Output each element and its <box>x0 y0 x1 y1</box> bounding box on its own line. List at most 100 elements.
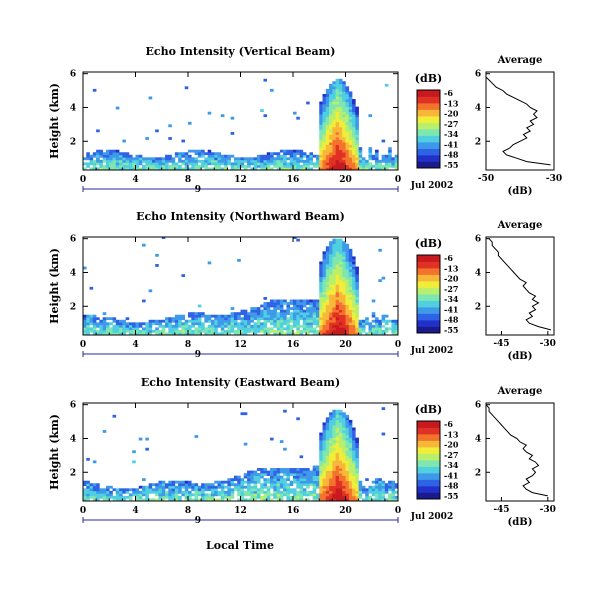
heatmap-cell <box>342 307 346 310</box>
heatmap-cell <box>332 498 336 502</box>
heatmap-cell <box>220 329 225 333</box>
heatmap-cell <box>178 495 182 499</box>
heatmap-cell <box>253 480 258 484</box>
heatmap-cell <box>276 329 281 333</box>
heatmap-cell <box>355 473 359 476</box>
heatmap-cell <box>227 322 231 326</box>
heatmap-cell <box>329 129 333 133</box>
heatmap-cell <box>342 121 346 125</box>
heatmap-cell <box>263 498 268 502</box>
heatmap-cell <box>338 93 343 97</box>
heatmap-cell <box>335 442 340 446</box>
heatmap-cell <box>325 269 330 272</box>
heatmap-cell <box>250 167 254 171</box>
heatmap-cell <box>342 322 346 326</box>
heatmap-cell <box>115 167 120 171</box>
heatmap-cell <box>184 493 189 497</box>
heatmap-cell <box>204 164 208 168</box>
heatmap-cell <box>325 157 330 161</box>
heatmap-cell <box>112 324 117 328</box>
heatmap-cell <box>83 483 87 487</box>
heatmap-cell <box>335 480 340 484</box>
heatmap-cell <box>112 157 117 161</box>
heatmap-cell <box>368 147 373 151</box>
heatmap-cell <box>338 261 343 265</box>
heatmap-cell <box>263 470 268 474</box>
heatmap-cell <box>352 445 356 449</box>
heatmap-cell <box>306 101 310 105</box>
colorbar-swatch <box>417 294 440 301</box>
heatmap-cell <box>191 488 195 492</box>
heatmap-cell <box>283 319 287 323</box>
heatmap-cell <box>342 470 346 474</box>
heatmap-cell <box>96 329 100 333</box>
heatmap-cell <box>329 468 333 471</box>
heatmap-cell <box>335 465 340 469</box>
heatmap-cell <box>276 332 281 336</box>
heatmap-cell <box>345 457 350 461</box>
heatmap-cell <box>283 490 287 494</box>
heatmap-cell <box>293 478 297 482</box>
heatmap-cell <box>256 322 261 326</box>
heatmap-cell <box>260 327 264 331</box>
average-title: Average <box>497 220 543 231</box>
colorbar-swatch <box>417 427 440 435</box>
heatmap-cell <box>109 162 113 166</box>
heatmap-cell <box>315 498 320 502</box>
heatmap-cell <box>332 332 336 336</box>
heatmap-cell <box>375 152 379 156</box>
heatmap-cell <box>335 307 340 310</box>
heatmap-cell <box>214 332 218 336</box>
heatmap-cell <box>325 478 330 482</box>
heatmap-cell <box>329 157 333 161</box>
heatmap-cell <box>243 327 248 331</box>
heatmap-cell <box>273 152 277 156</box>
heatmap-cell <box>283 309 287 313</box>
heatmap-cell <box>263 327 268 331</box>
heatmap-cell <box>109 157 113 161</box>
heatmap-cell <box>378 490 382 494</box>
heatmap-cell <box>181 159 186 163</box>
y-axis-label: Height (km) <box>48 248 61 324</box>
y-tick-label: 4 <box>70 103 76 113</box>
heatmap-cell <box>207 332 212 336</box>
heatmap-cell <box>181 332 186 336</box>
heatmap-cell <box>302 483 307 487</box>
heatmap-cell <box>296 478 300 482</box>
heatmap-cell <box>358 164 363 168</box>
heatmap-cell <box>233 314 238 318</box>
heatmap-cell <box>338 412 343 416</box>
heatmap-cell <box>315 465 320 469</box>
heatmap-cell <box>352 447 356 451</box>
heatmap-cell <box>112 149 117 153</box>
heatmap-cell <box>145 329 149 333</box>
heatmap-cell <box>342 261 346 265</box>
heatmap-cell <box>256 317 261 321</box>
heatmap-cell <box>279 440 284 444</box>
heatmap-cell <box>279 480 284 484</box>
heatmap-cell <box>345 430 350 433</box>
heatmap-cell <box>342 430 346 433</box>
heatmap-cell <box>247 493 251 497</box>
heatmap-cell <box>322 457 327 461</box>
heatmap-cell <box>250 473 254 476</box>
heatmap-cell <box>256 493 261 497</box>
heatmap-cell <box>289 159 294 163</box>
heatmap-cell <box>352 462 356 466</box>
heatmap-cell <box>338 91 343 95</box>
heatmap-cell <box>109 490 113 494</box>
heatmap-cell <box>312 493 317 497</box>
heatmap-cell <box>250 327 254 331</box>
heatmap-cell <box>247 488 251 492</box>
heatmap-cell <box>345 149 350 153</box>
heatmap-cell <box>335 101 340 105</box>
heatmap-cell <box>322 93 327 97</box>
heatmap-cell <box>230 162 235 166</box>
heatmap-cell <box>194 435 199 438</box>
heatmap-cell <box>86 483 90 487</box>
heatmap-cell <box>165 167 169 171</box>
heatmap-cell <box>375 322 379 326</box>
heatmap-cell <box>329 91 333 95</box>
heatmap-cell <box>263 307 268 310</box>
heatmap-cell <box>217 152 222 156</box>
